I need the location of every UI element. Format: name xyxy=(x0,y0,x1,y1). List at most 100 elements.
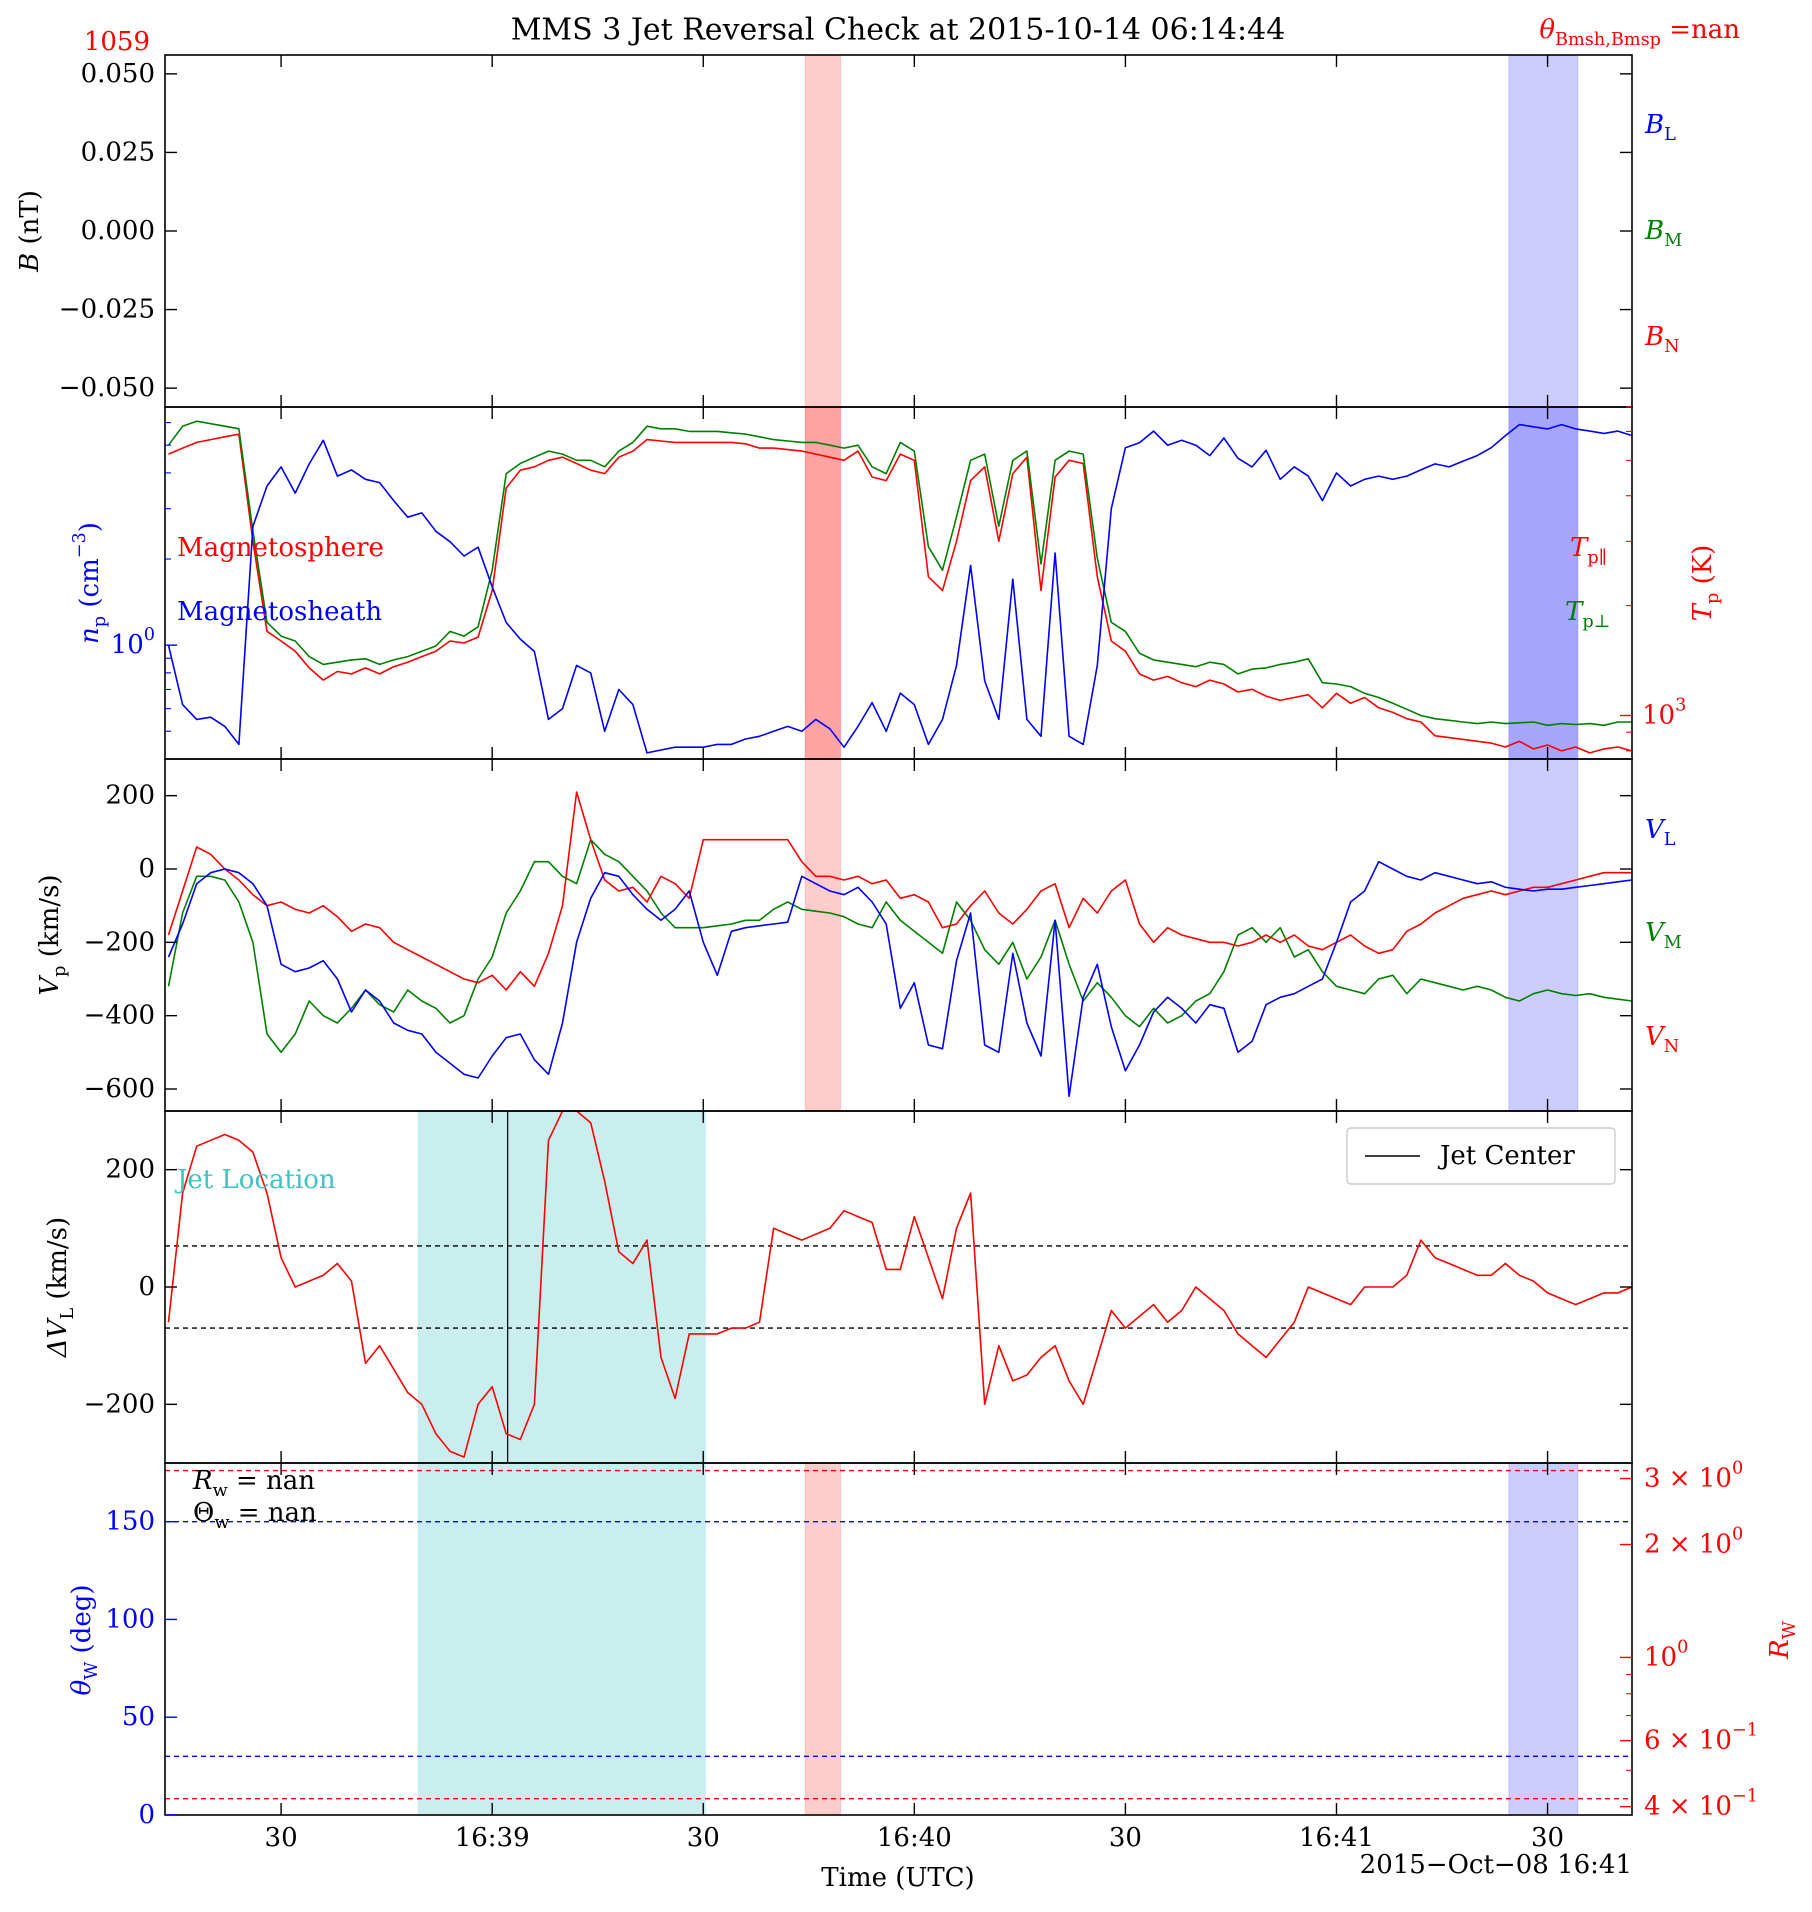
y-tick-label: 0 xyxy=(138,1800,155,1830)
label-part: Bmsh,Bmsp xyxy=(1555,30,1661,50)
label-part: 0 xyxy=(1677,1637,1688,1657)
label-part: B xyxy=(1644,322,1664,352)
label-part: (cm xyxy=(75,558,105,616)
label-part: 0 xyxy=(1732,1525,1743,1545)
corner-left-number: 1059 xyxy=(84,27,150,57)
red-interval-band xyxy=(804,1462,841,1816)
y-tick-label: 0 xyxy=(138,1272,155,1302)
label-part: N xyxy=(1664,1037,1679,1057)
tperp-legend: Tp⊥ xyxy=(1565,597,1610,632)
x-axis-label: Time (UTC) xyxy=(821,1863,974,1893)
label-part: (deg) xyxy=(67,1584,97,1661)
y-tick-label: 200 xyxy=(105,781,155,811)
label-part: 0 xyxy=(144,625,155,645)
label-part: B xyxy=(15,253,45,273)
label-part: 6 × 10 xyxy=(1644,1726,1732,1756)
label-part: p xyxy=(90,616,110,627)
b-legend-N: BN xyxy=(1644,322,1680,357)
label-part: B xyxy=(1644,216,1664,246)
panel-frame xyxy=(164,54,1633,408)
jet-location-label: Jet Location xyxy=(174,1165,336,1195)
label-part: θ xyxy=(1539,15,1555,45)
blue-interval-band xyxy=(1508,1462,1579,1816)
label-part: p⊥ xyxy=(1582,612,1610,632)
y-tick-label: −200 xyxy=(84,927,155,957)
label-part: B xyxy=(1644,110,1664,140)
y-tick-label: −200 xyxy=(84,1389,155,1419)
series-line-vl xyxy=(167,860,1633,1098)
y-tick-label: −0.025 xyxy=(59,295,155,325)
label-part: (nT) xyxy=(15,190,45,253)
dvl-y-axis-label: ΔVL (km/s) xyxy=(43,1217,78,1358)
corner-right-angle: θBmsh,Bmsp =nan xyxy=(1539,15,1740,50)
red-interval-band xyxy=(804,54,841,408)
label-part: M xyxy=(1664,933,1682,953)
rw-tick-label: 4 × 10−1 xyxy=(1644,1787,1758,1822)
v-legend-L: VL xyxy=(1645,815,1676,850)
date-label: 2015−Oct−08 16:41 xyxy=(1360,1850,1632,1880)
label-part: −1 xyxy=(1732,1787,1758,1807)
x-tick-label: 16:40 xyxy=(877,1823,952,1853)
b-legend-L: BL xyxy=(1644,110,1676,145)
np-tick-label: 100 xyxy=(111,625,155,660)
rw-value-text: Rw = nan xyxy=(192,1466,315,1501)
label-part: w xyxy=(214,1513,229,1533)
y-tick-label: −400 xyxy=(84,1001,155,1031)
vp-y-axis-label: Vp (km/s) xyxy=(35,874,70,995)
label-part: V xyxy=(1645,815,1666,845)
label-part: M xyxy=(1664,231,1682,251)
x-tick-label: 30 xyxy=(265,1823,298,1853)
label-part: p xyxy=(1703,593,1723,604)
y-tick-label: 0.050 xyxy=(81,59,155,89)
series-line-tpar xyxy=(168,433,1633,754)
label-part: 2 × 10 xyxy=(1644,1530,1732,1560)
label-part: L xyxy=(1664,125,1676,145)
jet-center-legend-label: Jet Center xyxy=(1437,1141,1575,1171)
label-part: p∥ xyxy=(1587,548,1606,568)
jet-location-band xyxy=(417,1110,706,1464)
series-line-tperp xyxy=(167,420,1632,727)
thetaw-value-text: Θw = nan xyxy=(193,1498,317,1533)
x-tick-label: 30 xyxy=(687,1823,720,1853)
blue-interval-band xyxy=(1508,758,1579,1112)
rw-tick-label: 3 × 100 xyxy=(1644,1459,1743,1494)
label-part: =nan xyxy=(1661,15,1740,45)
b-legend-M: BM xyxy=(1644,216,1682,251)
y-tick-label: 0 xyxy=(138,854,155,884)
label-part: (km/s) xyxy=(35,874,65,965)
tpar-legend: Tp∥ xyxy=(1570,533,1607,568)
label-part: n xyxy=(75,627,105,644)
y-tick-label: 0.025 xyxy=(81,137,155,167)
blue-interval-band xyxy=(1508,54,1579,408)
magnetosheath-label: Magnetosheath xyxy=(177,597,382,627)
label-part: R xyxy=(192,1466,213,1496)
label-part: 3 × 10 xyxy=(1644,1464,1732,1494)
axes xyxy=(164,54,1633,1816)
t-y-axis-label: Tp (K) xyxy=(1688,545,1723,622)
red-interval-band xyxy=(804,758,841,1112)
y-tick-label: 150 xyxy=(105,1507,155,1537)
y-tick-label: 100 xyxy=(105,1604,155,1634)
chart-title: MMS 3 Jet Reversal Check at 2015-10-14 0… xyxy=(511,13,1286,48)
label-part: V xyxy=(1645,1022,1666,1052)
label-part: = nan xyxy=(229,1498,317,1528)
label-part: (K) xyxy=(1688,545,1718,593)
np-y-axis-label: np (cm−3) xyxy=(70,522,110,644)
rw-tick-label: 6 × 10−1 xyxy=(1644,1721,1758,1756)
x-tick-label: 16:39 xyxy=(455,1823,530,1853)
rw-tick-label: 2 × 100 xyxy=(1644,1525,1743,1560)
label-part: 10 xyxy=(1642,700,1675,730)
rw-tick-label: 100 xyxy=(1644,1637,1688,1672)
label-part: 3 xyxy=(1675,695,1686,715)
label-part: T xyxy=(1570,533,1589,563)
label-part: L xyxy=(58,1308,78,1320)
x-tick-label: 30 xyxy=(1531,1823,1564,1853)
theta-y-axis-label: θW (deg) xyxy=(67,1584,102,1695)
label-part: T xyxy=(1565,597,1584,627)
panel-frame xyxy=(164,1462,1633,1816)
label-part: V xyxy=(35,975,65,996)
label-part: −3 xyxy=(70,532,90,558)
label-part: N xyxy=(1664,337,1679,357)
label-part: w xyxy=(213,1481,228,1501)
